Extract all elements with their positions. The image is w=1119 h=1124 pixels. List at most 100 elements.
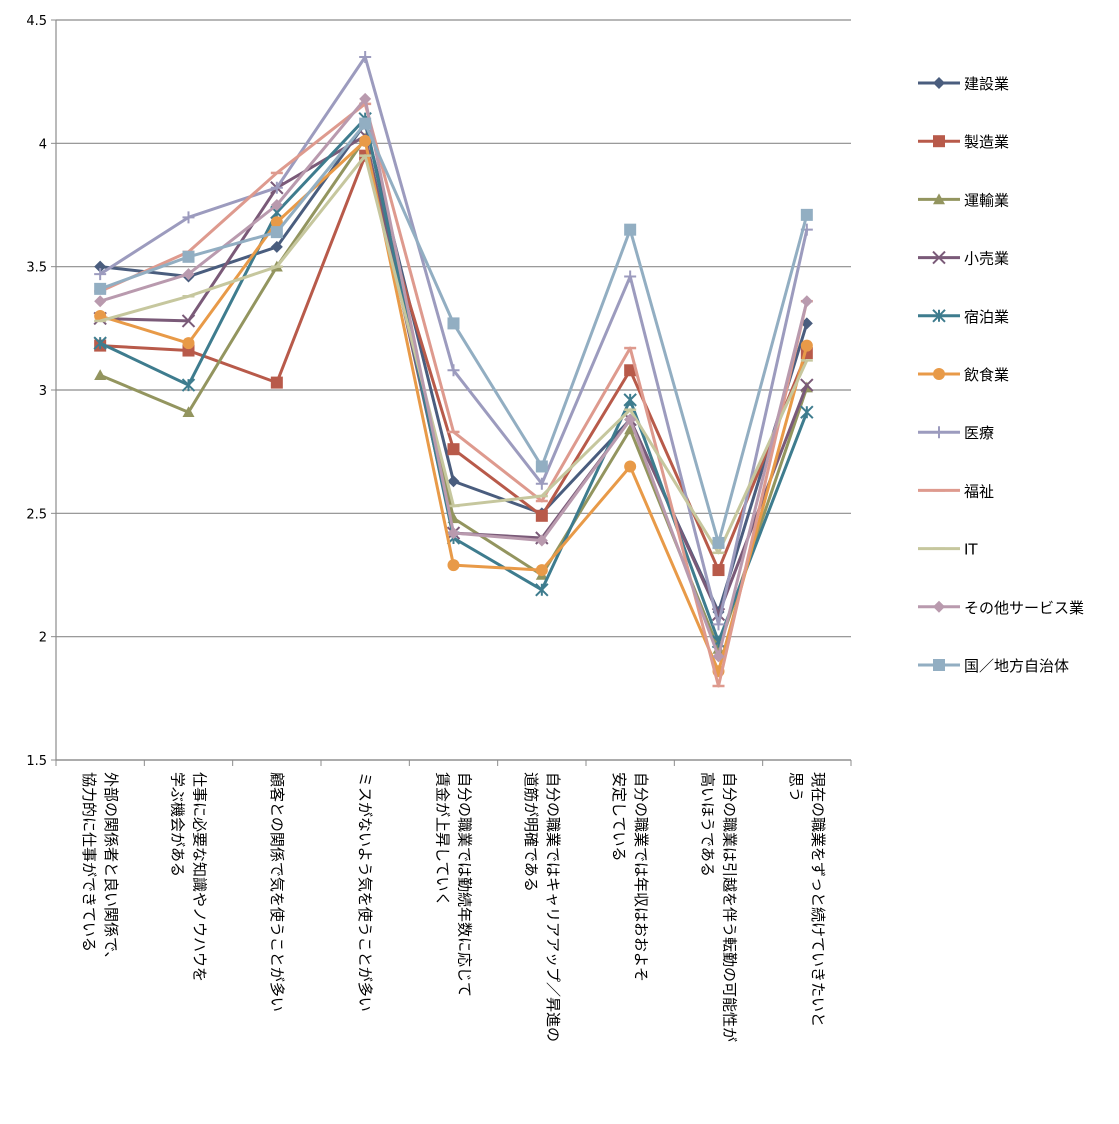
data-point	[933, 135, 945, 148]
y-tick-label: 4.5	[26, 14, 47, 29]
data-point	[933, 193, 945, 205]
legend-label: 小売業	[964, 250, 1009, 268]
data-point	[932, 309, 946, 323]
data-point	[624, 460, 637, 473]
data-point	[270, 376, 283, 389]
y-tick-label: 1.5	[26, 754, 47, 769]
y-tick-label: 2.5	[26, 507, 47, 522]
legend-label: 国／地方自治体	[964, 657, 1069, 675]
x-category-label: 自分の職業では年収はおおよそ	[632, 772, 650, 982]
data-point	[800, 208, 813, 221]
legend-label: 飲食業	[964, 366, 1009, 384]
gridlines	[56, 19, 851, 761]
data-point	[624, 223, 637, 236]
data-point	[447, 475, 460, 488]
x-category-label: 学ぶ機会がある	[169, 772, 187, 877]
data-point	[712, 618, 725, 631]
data-point	[624, 270, 637, 283]
data-point	[182, 211, 195, 224]
data-point	[359, 134, 372, 147]
data-point	[800, 339, 813, 352]
data-point	[624, 413, 637, 426]
data-point	[359, 92, 372, 105]
data-point	[932, 250, 946, 265]
data-point	[270, 240, 283, 253]
data-point	[359, 51, 372, 63]
data-point	[447, 559, 460, 572]
x-category-labels: 外部の関係者と良い関係で、協力的に仕事ができている 仕事に必要な知識やノウハウを学…	[80, 772, 827, 1042]
legend-item: 宿泊業	[918, 308, 1009, 326]
data-point	[933, 600, 945, 613]
y-tick-label: 3	[39, 384, 47, 399]
data-point	[270, 199, 283, 211]
x-category-label: 自分の職業は引越を伴う転勤の可能性が	[721, 772, 739, 1042]
series-line	[99, 102, 809, 688]
data-point	[447, 317, 460, 330]
legend-item: 建設業	[918, 75, 1009, 93]
legend-label: 製造業	[964, 133, 1009, 151]
data-point	[447, 364, 460, 377]
series-8	[94, 154, 813, 555]
x-category-label: 安定している	[610, 772, 628, 862]
data-point	[94, 282, 107, 295]
legend-label: 福祉	[964, 482, 994, 500]
series-6	[94, 51, 813, 631]
y-tick-label: 4	[39, 137, 47, 152]
x-category-label: 協力的に仕事ができている	[80, 772, 98, 952]
y-tick-label: 3.5	[26, 261, 47, 276]
data-point	[94, 268, 107, 281]
data-point	[535, 477, 548, 490]
data-point	[270, 181, 283, 194]
legend-item: IT	[918, 541, 978, 559]
y-tick-label: 2	[39, 631, 47, 646]
data-point	[800, 295, 813, 308]
data-point	[93, 336, 107, 350]
legend-label: IT	[964, 541, 978, 559]
x-category-label: 現在の職業をずっと続けていきたいと	[809, 772, 827, 1027]
x-category-label: 仕事に必要な知識やノウハウを	[191, 772, 209, 982]
legend-item: 運輸業	[918, 191, 1009, 209]
series-line	[99, 154, 809, 555]
data-point	[359, 117, 372, 130]
data-point	[800, 378, 814, 392]
series-line	[100, 154, 809, 572]
legend-label: 宿泊業	[964, 308, 1009, 326]
legend-label: 建設業	[964, 75, 1009, 93]
data-point	[933, 77, 945, 89]
data-point	[182, 337, 195, 350]
data-point	[623, 393, 637, 407]
series-7	[94, 102, 813, 688]
legend-label: その他サービス業	[964, 599, 1084, 617]
legend-label: 医療	[964, 424, 994, 442]
data-point	[933, 426, 945, 439]
data-point	[712, 564, 725, 577]
series-5	[94, 134, 813, 678]
axes	[51, 19, 852, 766]
data-point	[181, 378, 196, 392]
legend-item: 医療	[918, 424, 994, 442]
x-category-label: 賃金が上昇していく	[434, 772, 452, 907]
legend-item: 製造業	[918, 133, 1009, 151]
series-10	[94, 117, 813, 549]
data-point	[270, 226, 283, 239]
x-category-label: 外部の関係者と良い関係で、	[102, 772, 120, 966]
x-category-label: 道筋が明確である	[522, 772, 540, 892]
data-point	[624, 364, 637, 377]
data-point	[94, 260, 107, 273]
data-point	[933, 659, 945, 671]
data-point	[535, 564, 548, 577]
legend-item: 小売業	[918, 250, 1009, 268]
data-point	[447, 443, 460, 456]
x-category-label: 思う	[787, 772, 805, 802]
data-point	[535, 534, 548, 547]
data-point	[182, 268, 195, 281]
data-point	[800, 405, 814, 419]
legend-item: その他サービス業	[918, 599, 1084, 617]
data-point	[535, 583, 549, 597]
data-point	[933, 368, 945, 380]
legend-item: 国／地方自治体	[918, 657, 1069, 675]
data-point	[182, 406, 195, 417]
x-category-label: 顧客との関係で気を使うことが多い	[268, 772, 286, 1012]
data-point	[94, 369, 107, 380]
